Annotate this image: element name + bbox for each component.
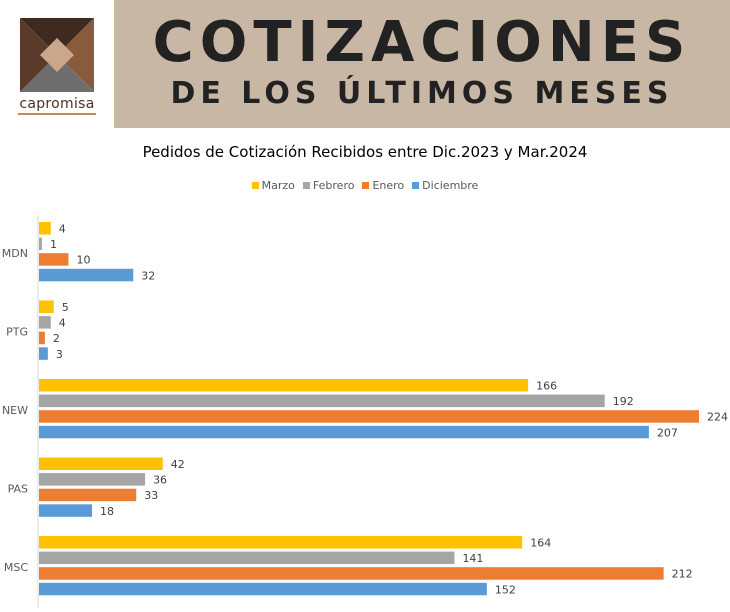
bar-new-enero [39, 410, 699, 423]
bar-msc-enero [39, 567, 664, 580]
data-label: 164 [530, 537, 551, 550]
legend-item-enero: Enero [362, 179, 404, 192]
bar-pas-enero [39, 488, 137, 502]
bar-ptg-marzo [39, 300, 54, 313]
data-label: 2 [53, 332, 60, 345]
bar-mdn-febrero [39, 237, 42, 251]
legend-swatch [412, 182, 420, 189]
header-title: COTIZACIONES [152, 10, 692, 75]
data-label: 4 [59, 317, 66, 330]
data-label: 166 [536, 380, 557, 393]
data-label: 141 [462, 552, 483, 565]
brand-name: capromisa [19, 96, 95, 112]
data-label: 152 [495, 583, 516, 596]
data-label: 212 [672, 568, 693, 581]
data-label: 33 [144, 489, 158, 502]
chart-title: Pedidos de Cotización Recibidos entre Di… [142, 143, 588, 161]
legend-item-febrero: Febrero [302, 179, 355, 192]
bar-mdn-enero [39, 253, 69, 266]
logo: capromisa [0, 0, 114, 128]
data-label: 224 [707, 411, 728, 424]
data-label: 3 [56, 348, 63, 361]
data-label: 5 [62, 301, 69, 314]
bar-mdn-diciembre [39, 268, 134, 282]
legend-label: Febrero [312, 179, 355, 192]
bar-pas-marzo [39, 457, 163, 470]
legend-label: Marzo [261, 179, 295, 192]
bar-ptg-febrero [39, 316, 51, 329]
data-label: 18 [100, 505, 114, 518]
legend-swatch [251, 182, 259, 189]
category-label: PTG [6, 326, 28, 339]
category-label: PAS [8, 483, 28, 496]
legend-label: Diciembre [422, 179, 479, 192]
data-label: 42 [171, 458, 185, 471]
bar-new-marzo [39, 379, 529, 392]
legend-item-diciembre: Diciembre [412, 179, 478, 192]
legend-label: Enero [372, 179, 405, 192]
bar-msc-marzo [39, 536, 523, 549]
data-label: 4 [59, 223, 66, 236]
legend-item-marzo: Marzo [251, 179, 295, 192]
data-label: 1 [50, 238, 57, 251]
data-label: 10 [76, 254, 90, 267]
data-label: 207 [657, 426, 678, 439]
data-label: 32 [141, 269, 155, 282]
bar-new-diciembre [39, 425, 649, 439]
bar-msc-diciembre [39, 582, 487, 596]
header-banner: capromisa COTIZACIONES DE LOS ÚLTIMOS ME… [0, 0, 730, 128]
bar-chart: MDN411032PTG5423NEW166192224207PAS423633… [2, 215, 728, 608]
data-label: 192 [613, 395, 634, 408]
header-subtitle: DE LOS ÚLTIMOS MESES [170, 76, 674, 111]
bar-ptg-diciembre [39, 347, 48, 360]
bar-mdn-marzo [39, 222, 51, 235]
bar-pas-febrero [39, 473, 146, 486]
legend-swatch [362, 182, 370, 189]
bar-msc-febrero [39, 551, 455, 565]
bar-pas-diciembre [39, 504, 93, 517]
category-label: MDN [2, 247, 28, 260]
bar-new-febrero [39, 394, 605, 408]
legend-swatch [302, 182, 310, 189]
category-label: MSC [4, 561, 28, 574]
bar-ptg-enero [39, 331, 45, 345]
data-label: 36 [153, 474, 167, 487]
category-label: NEW [2, 404, 28, 417]
brand-underline [18, 113, 96, 115]
capromisa-logo-icon [20, 18, 94, 92]
chart-legend: Marzo Febrero Enero Diciembre [0, 179, 730, 192]
